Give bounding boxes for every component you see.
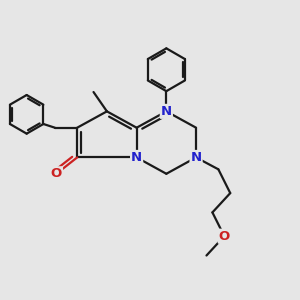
Text: N: N bbox=[131, 151, 142, 164]
Text: O: O bbox=[219, 230, 230, 243]
Text: N: N bbox=[161, 105, 172, 118]
Text: O: O bbox=[51, 167, 62, 180]
Text: N: N bbox=[190, 151, 202, 164]
